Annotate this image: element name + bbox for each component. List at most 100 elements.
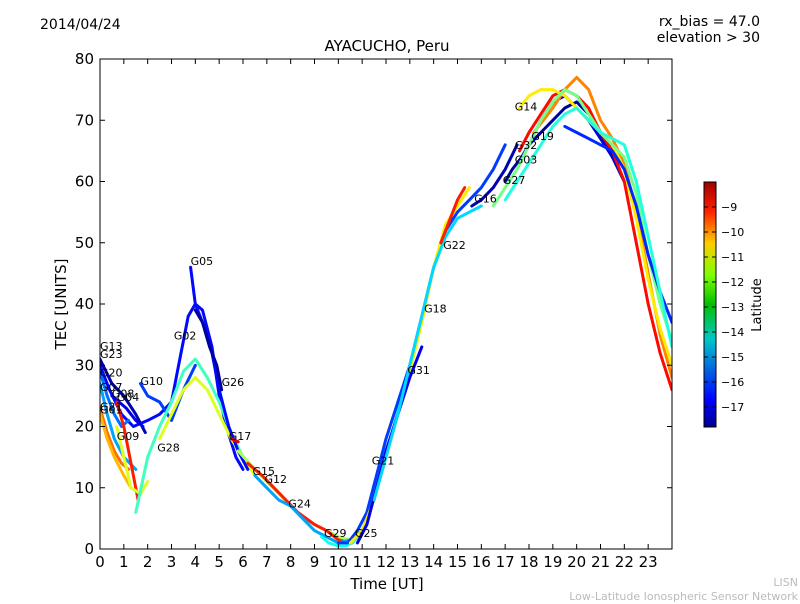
elevation-label: elevation > 30 [656,30,760,46]
rx-bias-label: rx_bias = 47.0 [658,14,760,30]
series-line-g02 [158,376,269,490]
satellite-label: G31 [407,364,430,377]
colorbar-tick-label: −11 [721,251,744,264]
y-tick-label: 30 [75,356,94,374]
x-tick-label: 11 [353,553,372,571]
x-tick-label: 20 [567,553,586,571]
satellite-label: G04 [117,391,140,404]
colorbar-tick-label: −10 [721,226,744,239]
x-tick-label: 6 [238,553,248,571]
colorbar: −9 −10 −11 −12 −13 −14 −15 −16 −17 Latitude [703,181,765,428]
satellite-label: G13 [100,340,123,353]
satellite-label: G21 [100,401,123,414]
satellite-label: G32 [515,139,538,152]
satellite-label: G08 [112,388,135,401]
satellite-label: G14 [515,101,538,114]
y-tick-label: 80 [75,50,94,68]
y-tick-label: 50 [75,234,94,252]
satellite-label: G05 [191,255,214,268]
axes: 0 1 2 3 4 5 6 7 8 9 10 11 12 13 14 15 16 17 18 19 20 21 22 2301… [75,50,672,571]
x-tick-label: 0 [95,553,105,571]
x-tick-label: 17 [496,553,515,571]
y-tick-label: 60 [75,173,94,191]
satellite-label: G23 [100,348,123,361]
series-line-g17 [229,437,240,444]
series-line-g19 [532,75,672,379]
satellite-label: G10 [141,375,164,388]
x-tick-label: 4 [191,553,201,571]
satellite-label: G16 [474,192,497,205]
y-tick-label: 0 [84,540,94,558]
satellite-label: G26 [222,376,245,389]
series-line-g05 [189,265,250,471]
colorbar-tick-label: −16 [721,376,744,389]
colorbar-ticks: −9 −10 −11 −12 −13 −14 −15 −16 −17 [704,201,744,414]
series-line-g09 [115,425,150,496]
satellite-label: G21 [372,455,395,468]
series-line-g13 [100,357,147,435]
series-line-g32 [518,88,672,392]
satellite-label: G29 [324,527,347,540]
satellite-label: G24 [288,497,311,510]
colorbar-label: Latitude [750,278,765,332]
colorbar-tick-label: −9 [721,201,737,214]
satellite-label: G15 [253,465,276,478]
series-line-g06 [491,88,672,343]
date-label: 2014/04/24 [40,17,121,33]
x-tick-label: 7 [262,553,272,571]
series-line-g21 [100,406,131,471]
satellite-label: G20 [100,366,123,379]
series-line-g01 [100,412,133,490]
colorbar-gradient [703,181,717,428]
satellite-label: G12 [265,473,288,486]
series-layer [100,75,672,548]
satellite-label: G03 [515,154,538,167]
x-tick-label: 22 [615,553,634,571]
colorbar-tick-label: −15 [721,351,744,364]
colorbar-tick-label: −12 [721,276,744,289]
satellite-label: G07 [100,381,123,394]
plot-frame [99,58,673,550]
x-tick-label: 14 [424,553,443,571]
series-line-g16 [470,143,519,208]
satellite-label: G17 [229,430,252,443]
y-tick-label: 10 [75,479,94,497]
series-line-g11 [563,124,672,324]
y-tick-label: 20 [75,418,94,436]
satellite-label: G02 [174,330,197,343]
colorbar-tick-label: −17 [721,401,744,414]
satellite-label: G18 [424,303,447,316]
series-line-g08 [110,394,145,428]
series-line-g04 [115,400,140,502]
satellite-label: G19 [531,130,554,143]
x-tick-label: 10 [329,553,348,571]
satellite-label: G28 [157,442,180,455]
chart-title: AYACUCHO, Peru [324,37,450,55]
satellite-label: G22 [443,239,466,252]
satellite-label: G01 [100,404,123,417]
x-tick-label: 19 [543,553,562,571]
series-line-g07 [100,382,138,471]
x-tick-label: 5 [214,553,224,571]
series-line-g30 [503,106,672,349]
series-line-g18 [372,204,483,502]
satellite-label: G09 [117,430,140,443]
series-line-g31 [355,345,424,545]
credit-line1: LISN [773,576,798,589]
x-tick-label: 13 [400,553,419,571]
x-tick-label: 3 [167,553,177,571]
x-tick-label: 21 [591,553,610,571]
x-tick-label: 8 [286,553,296,571]
satellite-label: G25 [355,527,378,540]
colorbar-tick-label: −14 [721,326,744,339]
colorbar-tick-label: −13 [721,301,744,314]
series-line-g26 [193,308,224,392]
x-tick-label: 23 [639,553,658,571]
series-line-g22 [439,186,467,245]
x-tick-label: 16 [472,553,491,571]
x-tick-label: 18 [519,553,538,571]
series-line-g24 [253,474,364,545]
y-tick-label: 40 [75,295,94,313]
x-tick-label: 12 [376,553,395,571]
